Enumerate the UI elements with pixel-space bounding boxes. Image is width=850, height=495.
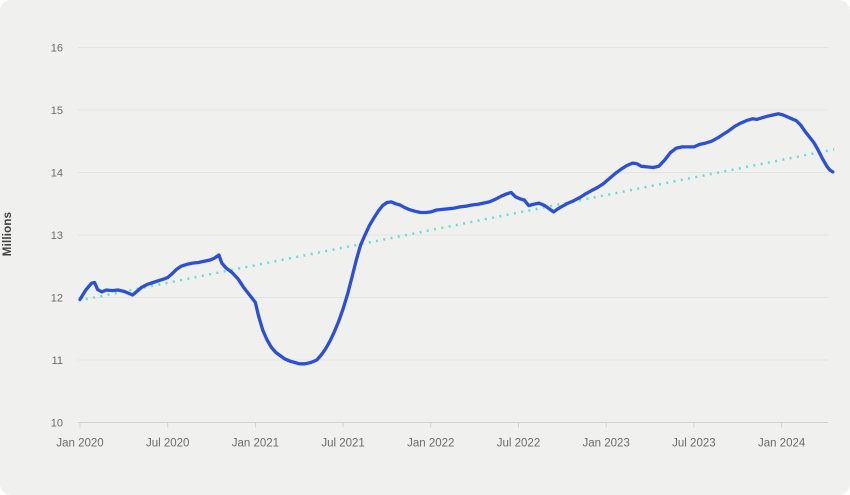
x-tick-label: Jan 2022 [407,438,454,450]
y-tick-labels: 10 11 12 13 14 15 16 [51,43,63,430]
x-tick-label: Jan 2023 [583,438,630,450]
x-ticks [79,422,783,428]
y-axis-title: Millions [2,211,14,257]
data-line [78,112,835,366]
y-tick-label: 16 [51,43,63,55]
x-tick-label: Jan 2021 [232,438,279,450]
y-tick-label: 10 [51,418,63,430]
x-tick-label: Jul 2020 [146,438,189,450]
y-tick-label: 12 [51,293,63,305]
x-tick-label: Jan 2020 [56,438,103,450]
x-tick-label: Jul 2021 [321,438,364,450]
y-tick-label: 14 [51,168,63,180]
y-tick-label: 11 [52,355,63,367]
x-tick-label: Jan 2024 [758,438,806,450]
x-tick-label: Jul 2022 [497,438,540,450]
x-tick-labels: Jan 2020 Jul 2020 Jan 2021 Jul 2021 Jan 2022… [56,438,806,450]
trend-dotted-line [78,148,835,302]
x-tick-label: Jul 2023 [672,438,715,450]
y-tick-label: 13 [51,230,63,242]
y-tick-label: 15 [51,105,63,117]
y-gridlines [78,47,828,423]
